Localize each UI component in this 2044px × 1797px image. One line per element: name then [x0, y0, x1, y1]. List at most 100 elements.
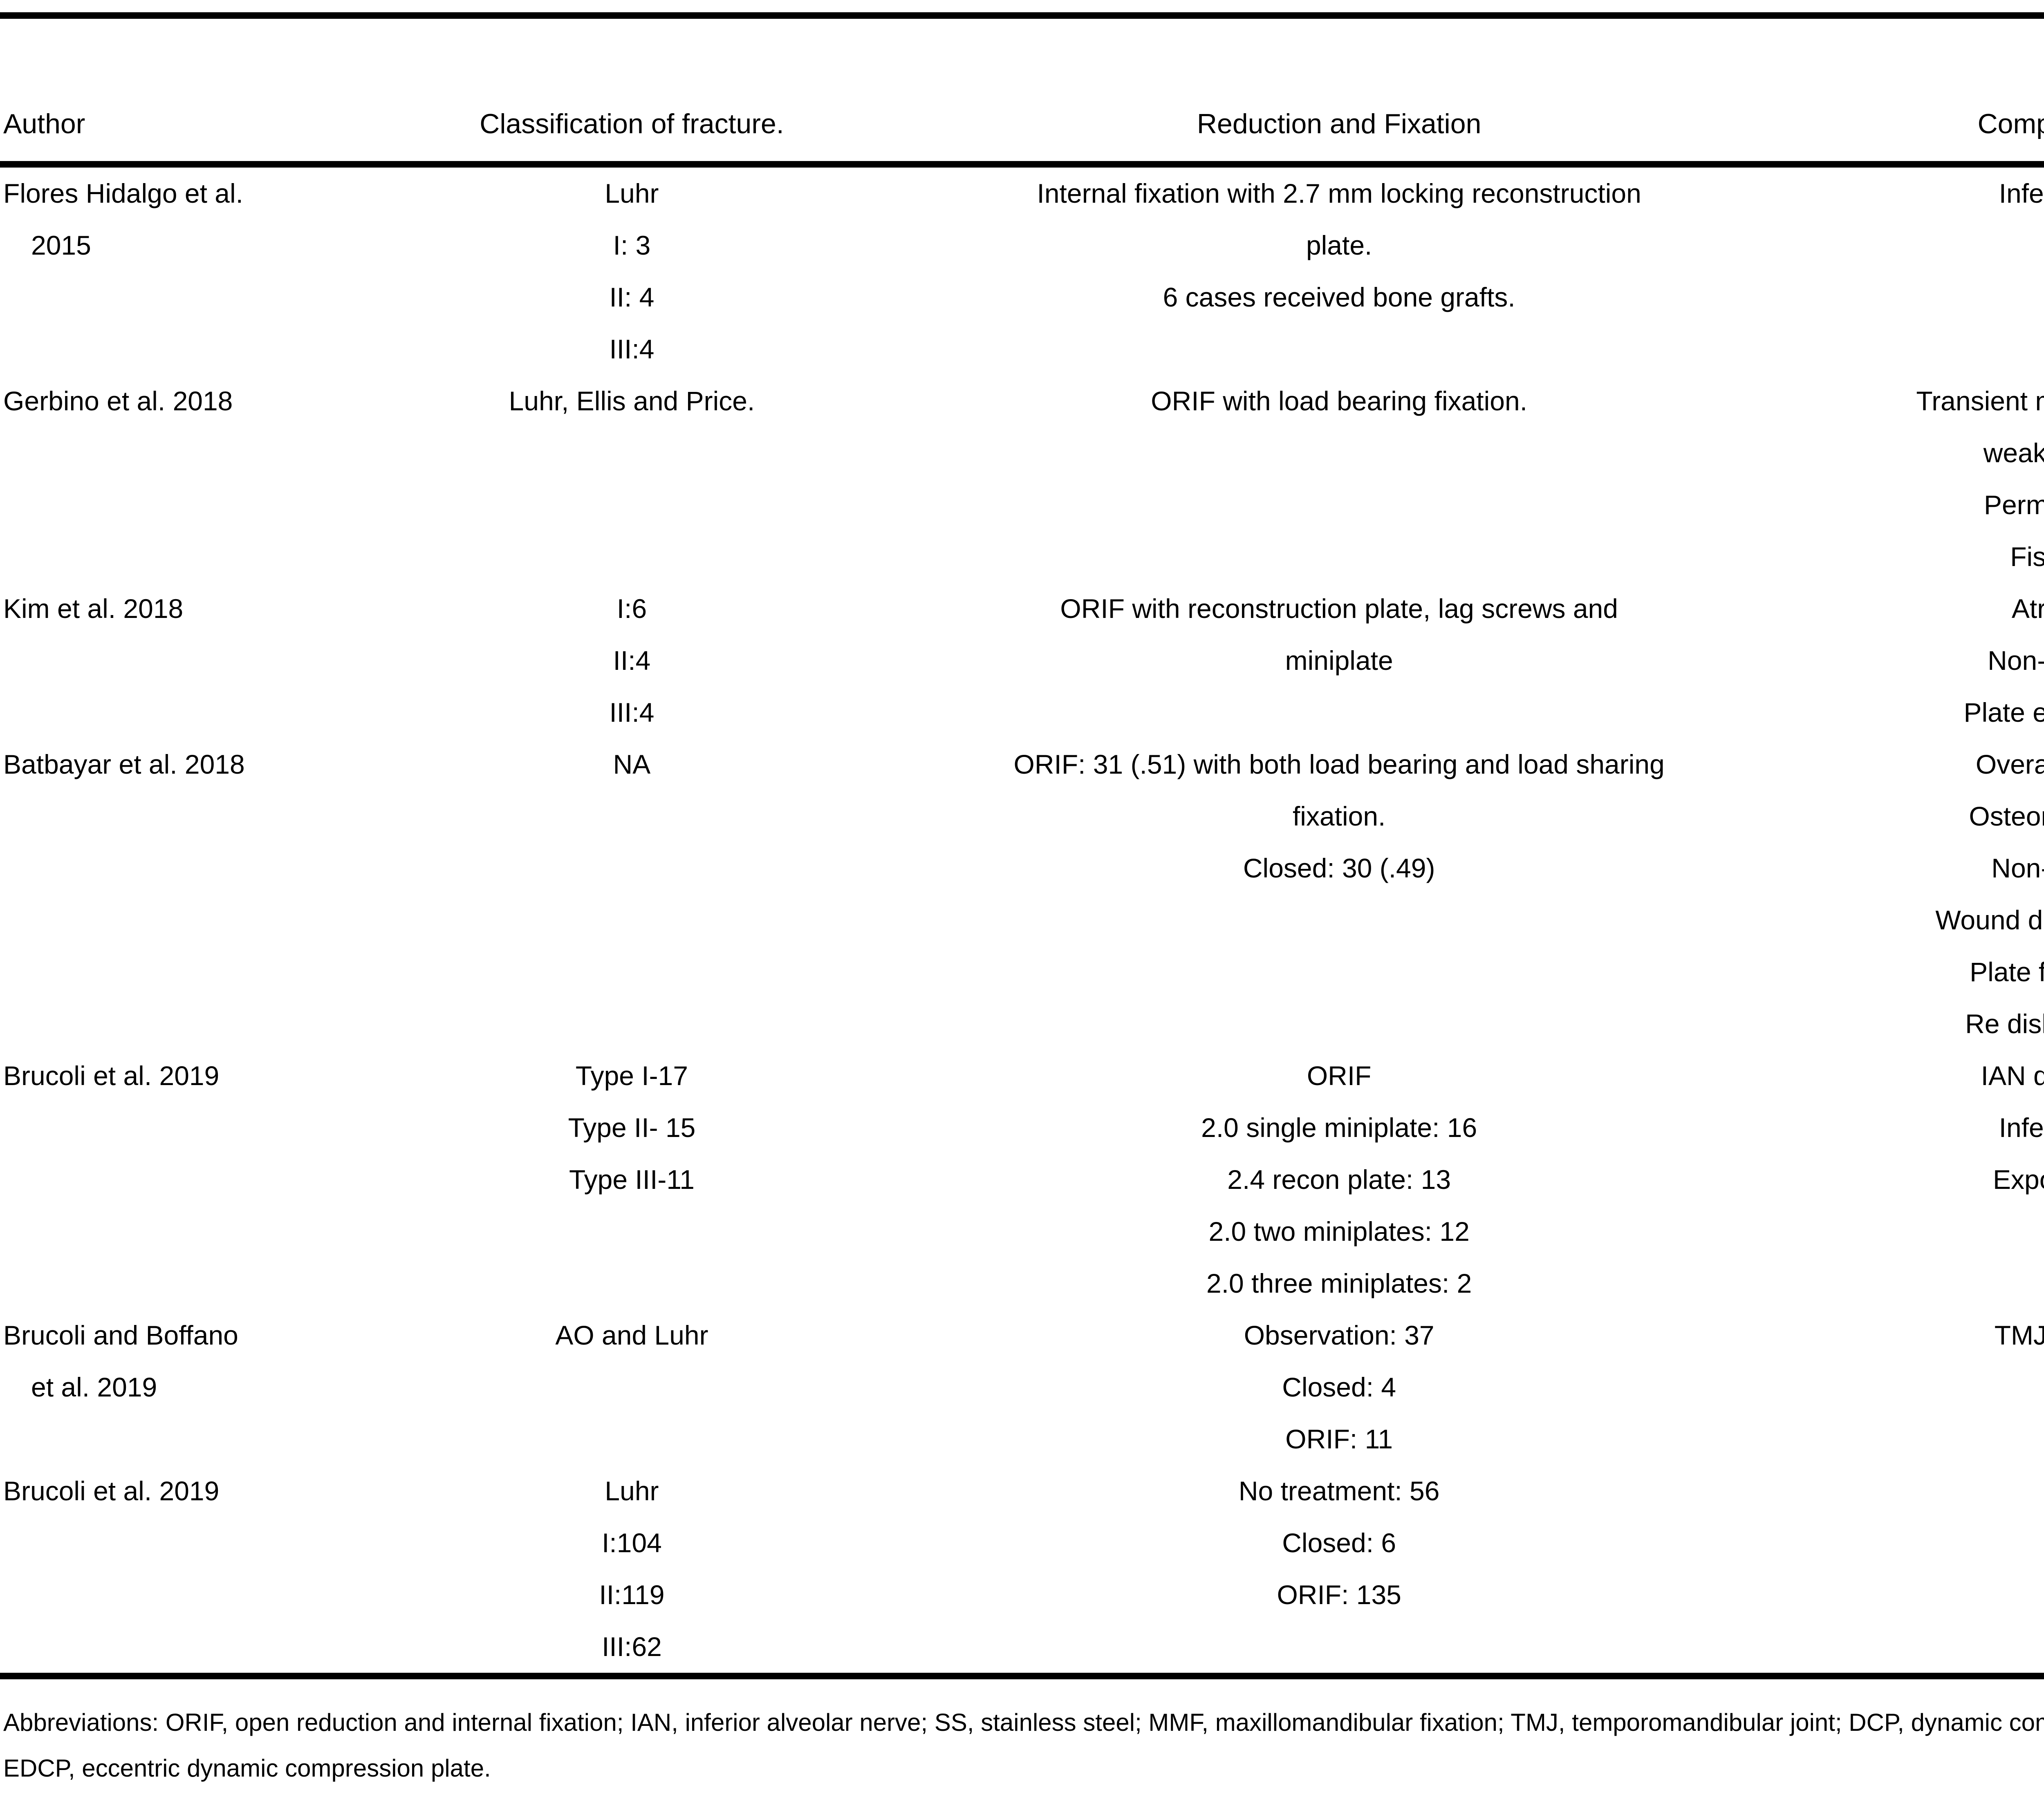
cell-text: Plate exposure:1	[1963, 697, 2044, 727]
column-header-label: Author	[3, 108, 85, 139]
cell-text: Luhr	[605, 1476, 659, 1506]
cell-text: Brucoli and Boffano	[3, 1320, 238, 1350]
cell-text: weakness: 11	[1983, 438, 2044, 468]
cell-text: ORIF	[1307, 1061, 1372, 1091]
cell-text: Type II- 15	[568, 1112, 696, 1143]
cell-text: I:6	[616, 593, 647, 624]
cell-text: Gerbino et al. 2018	[3, 386, 233, 416]
cell-text: et al. 2019	[31, 1372, 157, 1402]
cell-complications: TMJ pain: 2	[1818, 1309, 2044, 1465]
cell-text: Permanent: 2	[1983, 490, 2044, 520]
cell-complications: Transient marginal nerve weakness: 11 Perm…	[1818, 375, 2044, 583]
table-body: Flores Hidalgo et al. 2015 Luhr I: 3 II: 4 II…	[0, 168, 2044, 1673]
cell-complications: NA	[1818, 1465, 2044, 1673]
cell-reduction: ORIF with reconstruction plate, lag scre…	[860, 583, 1818, 738]
cell-text: III:4	[609, 697, 654, 727]
cell-text: III:62	[602, 1631, 662, 1662]
cell-text: Type III-11	[569, 1164, 695, 1195]
cell-text: TMJ pain: 2	[1994, 1320, 2044, 1350]
cell-text: 2015	[31, 230, 91, 260]
cell-complications: Overall: 8 (.13) Osteomyelitis: 2 Non-unio…	[1818, 738, 2044, 1050]
abbreviations-footnote: Abbreviations: ORIF, open reduction and …	[0, 1700, 2044, 1791]
cell-author: Kim et al. 2018	[0, 583, 404, 738]
cell-author: Flores Hidalgo et al. 2015	[0, 168, 404, 375]
table-row: Brucoli et al. 2019 Luhr I:104 II:119 III:62…	[0, 1465, 2044, 1673]
cell-text: Infection: 2	[1999, 178, 2044, 208]
cell-text: NA	[1818, 1465, 2044, 1517]
table-row: Brucoli et al. 2019 Type I-17 Type II- 15 T…	[0, 1050, 2044, 1309]
cell-text: Exposure: 1	[1992, 1164, 2044, 1195]
cell-text: Re dislocation: 1	[1965, 1009, 2044, 1039]
cell-text: Brucoli et al. 2019	[3, 1476, 220, 1506]
cell-reduction: Internal fixation with 2.7 mm locking re…	[860, 168, 1818, 375]
table-header-row: Author Classification of fracture. Reducti…	[0, 19, 2044, 161]
column-header-label: Reduction and Fixation	[1197, 108, 1481, 139]
cell-reduction: ORIF: 31 (.51) with both load bearing an…	[860, 738, 1818, 1050]
cell-text: IAN deficit: 10	[1981, 1061, 2044, 1091]
cell-text: fixation.	[1292, 801, 1386, 831]
cell-text: NA	[613, 749, 651, 779]
cell-text: Closed: 30 (.49)	[1243, 853, 1435, 883]
table-top-rule	[0, 12, 2044, 19]
header-cell-author: Author	[0, 99, 404, 149]
header-cell-classification: Classification of fracture.	[404, 99, 860, 149]
cell-classification: AO and Luhr	[404, 1309, 860, 1465]
table-row: Batbayar et al. 2018 NA ORIF: 31 (.51) wit…	[0, 738, 2044, 1050]
table-bottom-rule	[0, 1673, 2044, 1679]
cell-author: Batbayar et al. 2018	[0, 738, 404, 1050]
cell-text: Flores Hidalgo et al.	[3, 178, 243, 208]
cell-text: I:104	[602, 1528, 662, 1558]
cell-complications: IAN deficit: 10 Infection: 2 Exposure: 1	[1818, 1050, 2044, 1309]
header-cell-reduction: Reduction and Fixation	[860, 99, 1818, 149]
cell-text: 2.4 recon plate: 13	[1227, 1164, 1451, 1195]
cell-text: Internal fixation with 2.7 mm locking re…	[1037, 178, 1641, 208]
cell-text: miniplate	[1285, 645, 1393, 676]
cell-text: Non-union: 1	[1988, 645, 2044, 676]
cell-classification: Type I-17 Type II- 15 Type III-11	[404, 1050, 860, 1309]
cell-reduction: ORIF with load bearing fixation.	[860, 375, 1818, 583]
cell-text: Kim et al. 2018	[3, 593, 184, 624]
cell-text: Batbayar et al. 2018	[3, 749, 245, 779]
cell-text: Brucoli et al. 2019	[3, 1061, 220, 1091]
cell-text: III:4	[609, 334, 654, 364]
cell-text: Transient marginal nerve	[1916, 386, 2044, 416]
cell-text: Fistula: 1	[2010, 542, 2044, 572]
column-header-label: Complications	[1977, 108, 2044, 139]
cell-text: 2.0 two miniplates: 12	[1208, 1216, 1470, 1246]
cell-complications: Atrophic: Non-union: 1 Plate exposure:1	[1818, 583, 2044, 738]
cell-text: I: 3	[613, 230, 651, 260]
table-row: Gerbino et al. 2018 Luhr, Ellis and Price…	[0, 375, 2044, 583]
cell-text: Overall: 8 (.13)	[1975, 749, 2044, 779]
cell-text: ORIF: 135	[1277, 1580, 1401, 1610]
table-row: Brucoli and Boffano et al. 2019 AO and Luh…	[0, 1309, 2044, 1465]
cell-text: Infection: 2	[1999, 1112, 2044, 1143]
cell-text: 2.0 three miniplates: 2	[1206, 1268, 1472, 1298]
column-header-label: Classification of fracture.	[480, 108, 784, 139]
table-row: Kim et al. 2018 I:6 II:4 III:4 ORIF with rec…	[0, 583, 2044, 738]
cell-classification: I:6 II:4 III:4	[404, 583, 860, 738]
cell-text: Plate fracture: 1	[1970, 957, 2044, 987]
cell-classification: Luhr I: 3 II: 4 III:4	[404, 168, 860, 375]
footnote-text: EDCP, eccentric dynamic compression plat…	[3, 1754, 491, 1782]
cell-text: II: 4	[609, 282, 654, 312]
cell-classification: Luhr I:104 II:119 III:62	[404, 1465, 860, 1673]
table-row: Flores Hidalgo et al. 2015 Luhr I: 3 II: 4 II…	[0, 168, 2044, 375]
cell-text: Atrophic:	[2011, 593, 2044, 624]
cell-text: Observation: 37	[1244, 1320, 1434, 1350]
cell-classification: NA	[404, 738, 860, 1050]
cell-text: Osteomyelitis: 2	[1969, 801, 2044, 831]
cell-text: Non-union:2	[1991, 853, 2044, 883]
cell-text: No treatment: 56	[1238, 1476, 1440, 1506]
cell-text: plate.	[1306, 230, 1372, 260]
cell-text: Wound dehiscence: 1	[1935, 905, 2044, 935]
footnote-text: Abbreviations: ORIF, open reduction and …	[3, 1709, 2044, 1736]
cell-text: 6 cases received bone grafts.	[1163, 282, 1515, 312]
cell-reduction: Observation: 37 Closed: 4 ORIF: 11	[860, 1309, 1818, 1465]
cell-text: II:4	[613, 645, 651, 676]
cell-complications: Infection: 2	[1818, 168, 2044, 375]
cell-author: Brucoli et al. 2019	[0, 1465, 404, 1673]
cell-classification: Luhr, Ellis and Price.	[404, 375, 860, 583]
cell-text: AO and Luhr	[555, 1320, 708, 1350]
header-cell-complications: Complications	[1818, 99, 2044, 149]
cell-text: Luhr, Ellis and Price.	[509, 386, 755, 416]
